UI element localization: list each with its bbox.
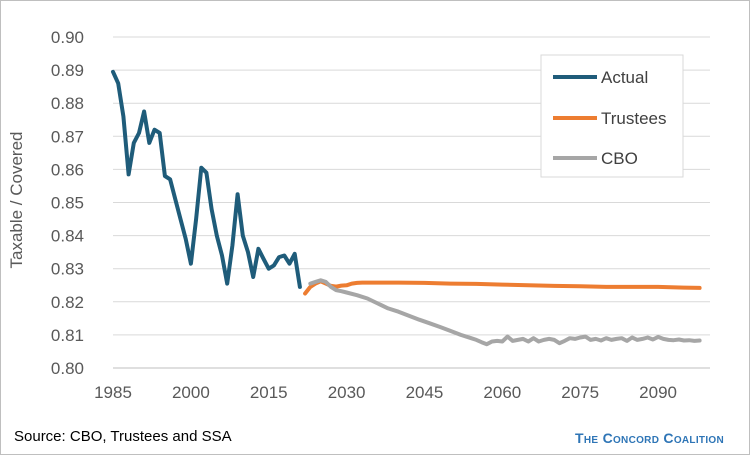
series-lines [111,69,702,347]
y-tick-label: 0.81 [51,326,84,345]
x-tick-label: 2045 [406,383,444,402]
series-line-cbo [308,278,702,347]
line-chart: 0.80 0.81 0.82 0.83 0.84 0.85 0.86 0.87 0.88 0.89… [7,28,710,402]
x-tick-label: 1985 [94,383,132,402]
x-axis-ticks: 1985 2000 2015 2030 2045 2060 2075 2090 [94,383,677,402]
y-tick-label: 0.83 [51,260,84,279]
y-tick-label: 0.85 [51,194,84,213]
x-tick-label: 2075 [561,383,599,402]
y-tick-label: 0.89 [51,61,84,80]
y-tick-label: 0.87 [51,127,84,146]
x-tick-label: 2000 [172,383,210,402]
source-note: Source: CBO, Trustees and SSA [14,428,232,445]
y-axis-ticks: 0.80 0.81 0.82 0.83 0.84 0.85 0.86 0.87 0.88 0.89… [51,28,84,378]
y-tick-label: 0.84 [51,227,84,246]
x-tick-label: 2030 [328,383,366,402]
legend-label-cbo: CBO [601,149,638,168]
series-line-actual [111,69,302,289]
brand-logo-text: The Concord Coalition [575,430,724,446]
legend: Actual Trustees CBO [540,54,684,178]
y-tick-label: 0.88 [51,94,84,113]
x-tick-label: 2060 [483,383,521,402]
x-tick-label: 2015 [250,383,288,402]
legend-label-trustees: Trustees [601,109,667,128]
y-tick-label: 0.80 [51,359,84,378]
y-tick-label: 0.82 [51,293,84,312]
series-line-trustees [303,279,702,296]
legend-label-actual: Actual [601,68,648,87]
x-tick-label: 2090 [639,383,677,402]
y-tick-label: 0.90 [51,28,84,47]
y-tick-label: 0.86 [51,160,84,179]
y-axis-label: Taxable / Covered [7,131,26,268]
